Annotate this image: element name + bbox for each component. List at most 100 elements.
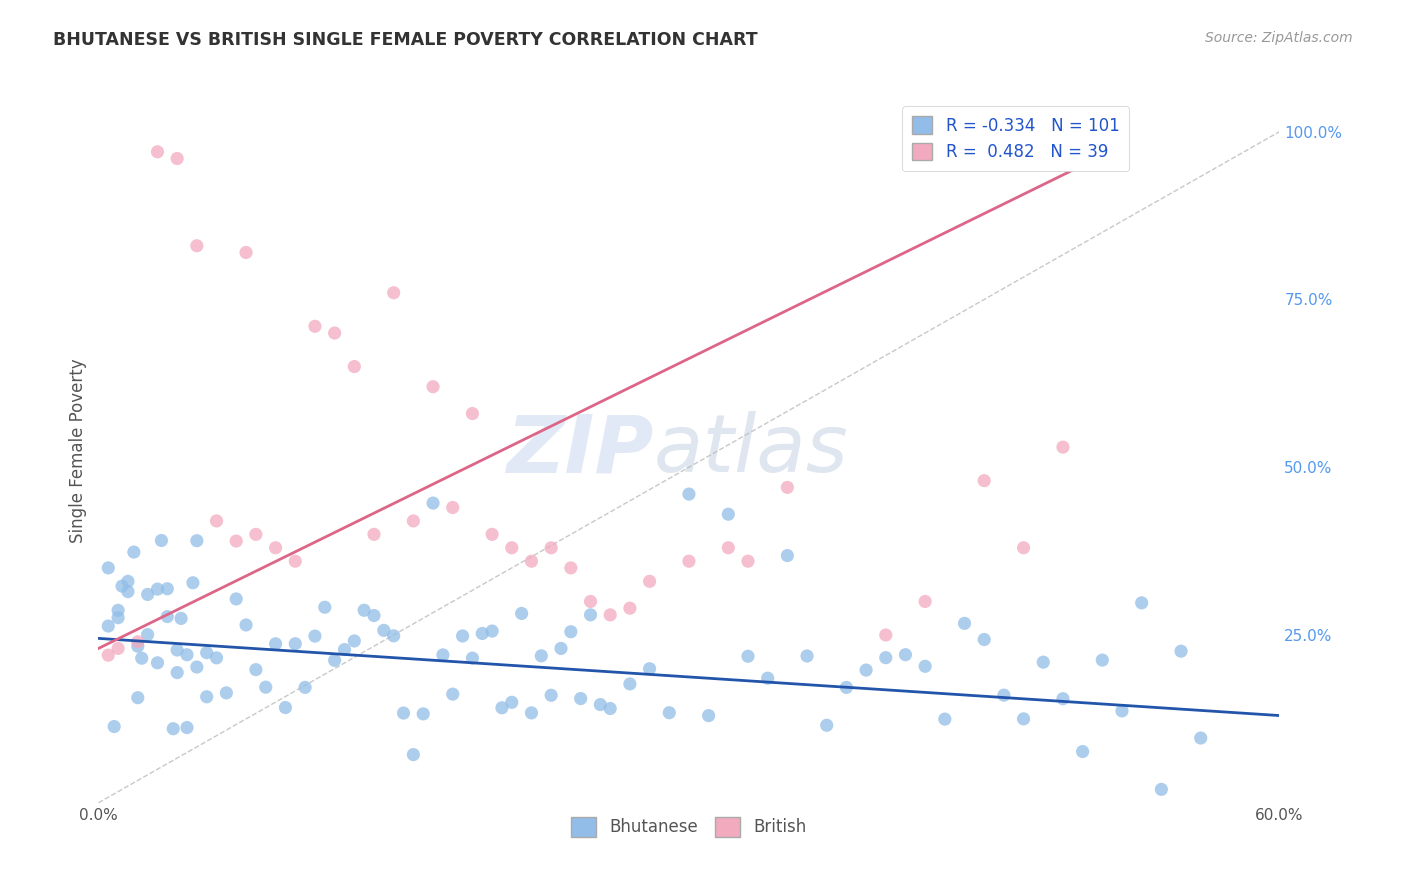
Point	[195, 646, 218, 660]
Point	[264, 541, 287, 555]
Point	[353, 603, 375, 617]
Point	[934, 712, 956, 726]
Point	[294, 681, 316, 695]
Point	[166, 152, 188, 166]
Point	[136, 587, 159, 601]
Point	[333, 642, 356, 657]
Point	[993, 688, 1015, 702]
Point	[146, 656, 169, 670]
Text: BHUTANESE VS BRITISH SINGLE FEMALE POVERTY CORRELATION CHART: BHUTANESE VS BRITISH SINGLE FEMALE POVER…	[53, 31, 758, 49]
Point	[162, 722, 184, 736]
Point	[363, 608, 385, 623]
Point	[875, 628, 897, 642]
Text: ZIP: ZIP	[506, 411, 654, 490]
Point	[264, 637, 287, 651]
Point	[382, 285, 405, 300]
Point	[441, 500, 464, 515]
Point	[176, 648, 198, 662]
Point	[1189, 731, 1212, 745]
Point	[461, 407, 484, 421]
Point	[1012, 541, 1035, 555]
Point	[717, 541, 740, 555]
Point	[1052, 691, 1074, 706]
Point	[1071, 745, 1094, 759]
Point	[215, 686, 238, 700]
Point	[146, 582, 169, 596]
Text: atlas: atlas	[654, 411, 848, 490]
Point	[422, 380, 444, 394]
Point	[501, 695, 523, 709]
Point	[599, 701, 621, 715]
Point	[1130, 596, 1153, 610]
Point	[1170, 644, 1192, 658]
Point	[530, 648, 553, 663]
Point	[343, 359, 366, 374]
Point	[146, 145, 169, 159]
Point	[973, 632, 995, 647]
Point	[107, 641, 129, 656]
Point	[540, 541, 562, 555]
Point	[166, 665, 188, 680]
Point	[835, 681, 858, 695]
Y-axis label: Single Female Poverty: Single Female Poverty	[69, 359, 87, 542]
Point	[107, 603, 129, 617]
Point	[103, 719, 125, 733]
Point	[855, 663, 877, 677]
Point	[136, 627, 159, 641]
Point	[166, 643, 188, 657]
Point	[914, 594, 936, 608]
Point	[245, 527, 267, 541]
Point	[560, 624, 582, 639]
Point	[284, 637, 307, 651]
Point	[697, 708, 720, 723]
Point	[176, 721, 198, 735]
Point	[122, 545, 145, 559]
Point	[107, 610, 129, 624]
Legend: Bhutanese, British: Bhutanese, British	[565, 810, 813, 844]
Point	[1091, 653, 1114, 667]
Point	[363, 527, 385, 541]
Point	[205, 650, 228, 665]
Point	[441, 687, 464, 701]
Point	[156, 582, 179, 596]
Point	[1052, 440, 1074, 454]
Point	[131, 651, 153, 665]
Point	[953, 616, 976, 631]
Point	[254, 680, 277, 694]
Point	[1111, 704, 1133, 718]
Point	[412, 706, 434, 721]
Point	[432, 648, 454, 662]
Point	[422, 496, 444, 510]
Point	[304, 319, 326, 334]
Point	[402, 747, 425, 762]
Point	[323, 326, 346, 340]
Point	[579, 594, 602, 608]
Point	[520, 706, 543, 720]
Point	[382, 629, 405, 643]
Point	[1032, 655, 1054, 669]
Point	[717, 507, 740, 521]
Point	[491, 700, 513, 714]
Point	[314, 600, 336, 615]
Point	[156, 609, 179, 624]
Point	[186, 533, 208, 548]
Point	[501, 541, 523, 555]
Point	[235, 618, 257, 632]
Point	[589, 698, 612, 712]
Point	[195, 690, 218, 704]
Point	[776, 480, 799, 494]
Point	[284, 554, 307, 568]
Point	[579, 607, 602, 622]
Point	[170, 611, 193, 625]
Point	[323, 653, 346, 667]
Point	[97, 561, 120, 575]
Point	[127, 690, 149, 705]
Point	[1150, 782, 1173, 797]
Point	[510, 607, 533, 621]
Point	[520, 554, 543, 568]
Point	[737, 554, 759, 568]
Point	[97, 648, 120, 662]
Point	[402, 514, 425, 528]
Point	[117, 584, 139, 599]
Point	[304, 629, 326, 643]
